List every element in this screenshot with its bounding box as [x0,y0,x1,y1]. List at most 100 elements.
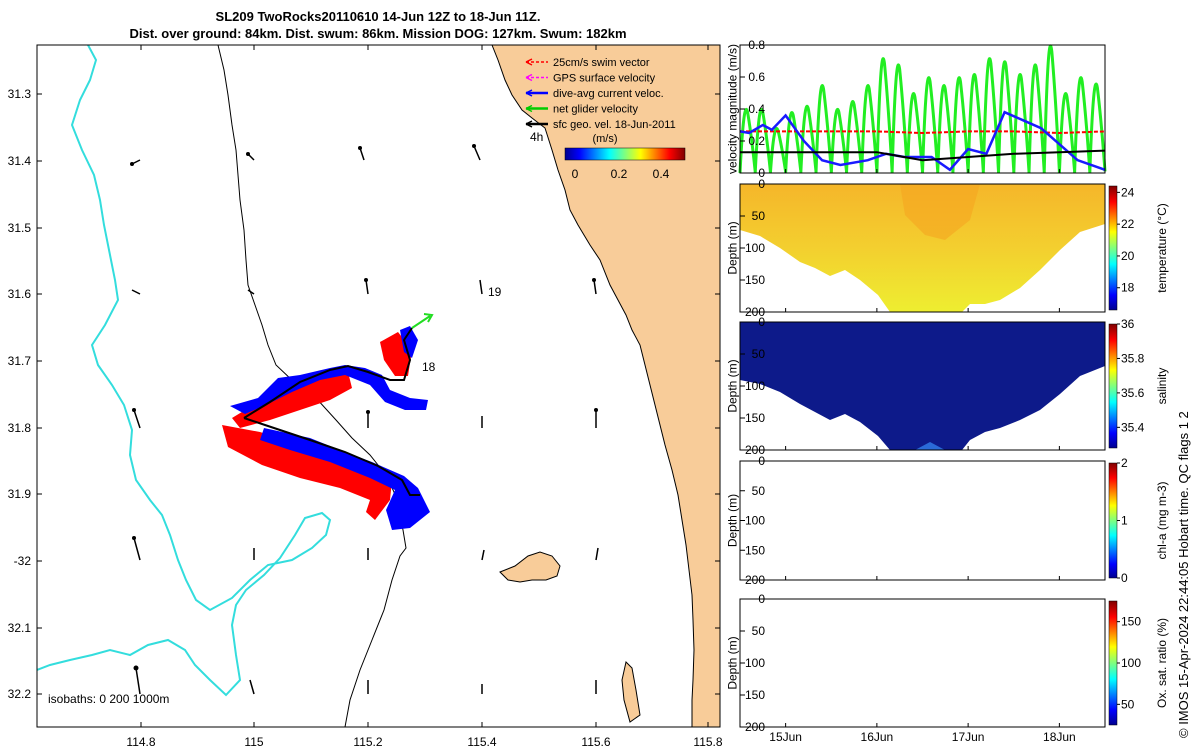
colorbar-tick-label: 0.2 [611,167,628,181]
track-red-lower [222,425,392,520]
colorbar-title: (m/s) [592,133,617,145]
y-axis-label: Depth (m) [726,636,740,689]
y-tick-label: 50 [752,209,766,223]
colorbar-tick-label: 35.4 [1121,420,1145,434]
colorbar-tick-label: 20 [1121,249,1135,263]
lat-tick-label: 31.6 [8,287,32,301]
footer-credit: © IMOS 15-Apr-2024 22:44:05 Hobart time.… [1176,411,1191,738]
colorbar-label: chl-a (mg m-3) [1155,481,1169,559]
temperature-section [740,184,1105,312]
track-blue-upper [230,365,428,414]
legend-arrowhead [525,104,533,113]
y-tick-label: 0.4 [748,102,765,116]
land-coast [491,45,720,727]
title-line-2: Dist. over ground: 84km. Dist. swum: 86k… [129,26,627,41]
colorbar-tick-label: 36 [1121,317,1135,331]
lon-tick-label: 115.4 [467,735,496,749]
y-tick-label: 0 [758,592,765,606]
glider-path [243,327,420,496]
y-axis-label: Depth (m) [726,494,740,547]
y-tick-label: 0.2 [748,134,765,148]
series-depth-avg [740,149,1106,162]
geo-arrowheads [130,144,598,671]
colorbar [1108,600,1118,726]
y-tick-label: 100 [745,656,765,670]
lat-tick-label: 31.5 [8,221,32,235]
x-tick-label: 15Jun [769,730,802,744]
oxygen-panel-bg [740,599,1105,727]
islet [621,661,641,723]
colorbar-tick-label: 35.8 [1121,351,1145,365]
lat-tick-label: 31.7 [8,354,32,368]
map-lat-ticks: 31.3 31.4 31.5 31.6 31.7 31.8 31.9 -32 32.1 32.2 [8,87,720,701]
colorbar-label: salinity [1155,368,1169,405]
y-axis-label: Depth (m) [726,359,740,412]
y-tick-label: 200 [745,720,765,734]
colorbar-tick-label: 22 [1121,217,1135,231]
y-tick-label: 0 [758,166,765,180]
legend-arrowhead [525,120,533,128]
colorbar-tick-label: 35.6 [1121,386,1145,400]
x-tick-label: 18Jun [1043,730,1076,744]
map-lon-ticks: 114.8 115 115.2 115.4 115.6 115.8 [126,45,723,749]
legend-arrowhead [525,73,533,82]
colorbar-tick-label: 0 [572,167,579,181]
y-tick-label: 0 [758,177,765,191]
y-tick-label: 150 [745,688,765,702]
figure-title: SL209 TwoRocks20110610 14-Jun 12Z to 18-… [38,8,718,42]
title-line-1: SL209 TwoRocks20110610 14-Jun 12Z to 18-… [215,9,541,24]
colorbar-tick-label: 100 [1121,656,1141,670]
y-tick-label: 200 [745,573,765,587]
lat-tick-label: 32.1 [8,621,32,635]
y-tick-label: 50 [752,347,766,361]
legend-label: net glider velocity [553,104,638,116]
colorbar-tick-label: 0.4 [653,167,670,181]
track-red-upper [232,370,352,428]
y-tick-label: 100 [745,379,765,393]
lat-tick-label: 32.2 [8,687,32,701]
colorbar [1108,462,1118,579]
panel-axes: 0.8 0.6 0.4 0.2 0 velocity magnitude (m/s) 0 50… [726,38,1076,744]
legend-label: sfc geo. vel. 18-Jun-2011 [553,119,676,131]
y-tick-label: 50 [752,484,766,498]
lon-tick-label: 114.8 [126,735,155,749]
colorbar-tick-label: 18 [1121,281,1135,295]
colorbar-label: temperature (°C) [1155,203,1169,293]
island [499,551,561,583]
colorbar [1108,185,1118,311]
lon-tick-label: 115.8 [693,735,722,749]
salinity-section-fresh [915,442,945,450]
map-panel: 25cm/s swim vector GPS surface velocity di… [8,44,723,749]
temperature-section-warm [900,184,980,240]
speed-colorbar-ticks: 0 0.2 0.4 [572,167,670,181]
y-axis-label: Depth (m) [726,221,740,274]
lat-tick-label: 31.9 [8,487,32,501]
legend-label: 25cm/s swim vector [553,57,650,69]
legend-label: GPS surface velocity [553,73,656,85]
map-legend: 25cm/s swim vector GPS surface velocity di… [525,57,676,131]
velocity-lines [738,44,1107,174]
y-tick-label: 100 [745,514,765,528]
chla-panel-bg [740,461,1105,580]
lat-tick-label: -32 [14,554,32,568]
lon-tick-label: 115.2 [353,735,382,749]
geo-velocity-arrows [131,145,599,695]
annotation-18: 18 [422,360,436,374]
section-panels: 0.8 0.6 0.4 0.2 0 velocity magnitude (m/s) 0 50… [726,38,1169,744]
colorbar [1108,323,1118,449]
colorbar-tick-label: 0 [1121,571,1128,585]
x-tick-label: 16Jun [861,730,894,744]
y-tick-label: 0.8 [748,38,765,52]
colorbar-label: Ox. sat. ratio (%) [1155,618,1169,708]
net-velocity-arrow [411,313,434,329]
y-tick-label: 150 [745,411,765,425]
colorbar-tick-label: 50 [1121,697,1135,711]
isobath-1000m [37,45,332,697]
lat-tick-label: 31.4 [8,154,32,168]
series-vertical-speed [738,44,1107,174]
lat-tick-label: 31.8 [8,421,32,435]
legend-arrowhead [525,89,533,97]
track-blue-loop [400,326,418,358]
y-tick-label: 50 [752,624,766,638]
legend-label: dive-avg current veloc. [553,88,664,100]
